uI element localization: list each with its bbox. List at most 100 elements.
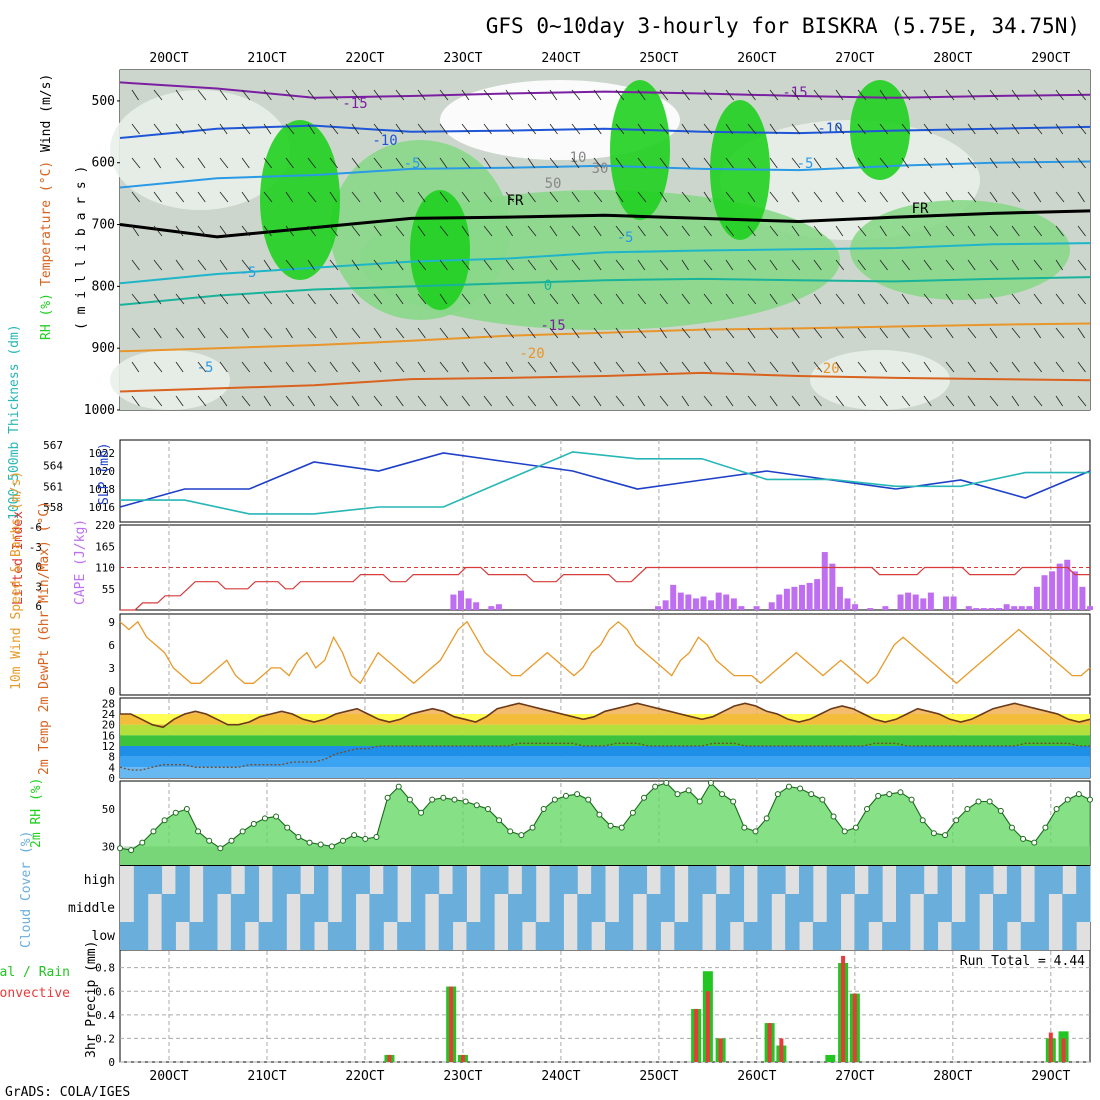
wind-barb bbox=[1055, 293, 1064, 305]
rh-point bbox=[741, 824, 748, 831]
wind-barb bbox=[1033, 293, 1042, 305]
wind-barb bbox=[395, 361, 405, 373]
x-tick-label-bottom: 25OCT bbox=[639, 1069, 678, 1084]
precip-conv-bar bbox=[1061, 1038, 1066, 1062]
wind-barb bbox=[835, 395, 845, 407]
wind-barb bbox=[285, 395, 295, 407]
rh-point bbox=[317, 841, 324, 848]
wind-speed-line bbox=[119, 620, 1091, 685]
cape-bar bbox=[791, 586, 798, 610]
wind-barb bbox=[373, 327, 382, 339]
wind-barb bbox=[285, 361, 294, 373]
wind-barb bbox=[703, 259, 713, 271]
wind-ylabel: 10m Wind Speed & Barbs (m/s) bbox=[9, 471, 24, 690]
wind-barb bbox=[307, 395, 316, 407]
wind-barb bbox=[439, 293, 448, 305]
wind-barb bbox=[659, 157, 668, 169]
precip-conv-bar bbox=[694, 1008, 699, 1062]
precip-run-total: Run Total = 4.44 bbox=[960, 954, 1085, 969]
wind-barb bbox=[879, 157, 889, 169]
wind-barb bbox=[945, 123, 955, 135]
wind-barb bbox=[527, 327, 536, 339]
rh-point bbox=[997, 807, 1004, 814]
rh-point bbox=[797, 785, 804, 792]
cape-bar bbox=[450, 594, 457, 610]
rh-point bbox=[395, 783, 402, 790]
cloud-cell bbox=[591, 866, 606, 894]
wind-barb bbox=[703, 327, 712, 339]
wind-barb bbox=[285, 89, 295, 101]
wind-barb bbox=[197, 327, 206, 339]
wind-barb bbox=[131, 191, 141, 203]
wind-barb bbox=[637, 259, 646, 271]
cloud-cell bbox=[951, 922, 966, 950]
wind-barb bbox=[373, 191, 382, 203]
cloud-cell bbox=[896, 922, 911, 950]
cloud-cell bbox=[452, 894, 467, 922]
slp-tick-label: 1020 bbox=[89, 465, 116, 478]
temp-tick-label: 24 bbox=[102, 708, 116, 721]
wind-barb bbox=[857, 293, 865, 305]
wind-barb bbox=[1011, 123, 1020, 135]
wind-barb bbox=[659, 123, 669, 135]
wind-barb bbox=[637, 123, 646, 135]
wind-barb bbox=[725, 395, 734, 407]
x-tick-label-bottom: 28OCT bbox=[933, 1069, 972, 1084]
rh-point bbox=[808, 791, 815, 798]
rh-point bbox=[864, 806, 871, 812]
cloud-cell bbox=[272, 922, 287, 950]
cape-bar bbox=[836, 586, 843, 610]
rh-point bbox=[930, 830, 937, 837]
cloud-cell bbox=[799, 894, 814, 922]
wind-barb bbox=[483, 89, 493, 101]
x-tick-label-top: 20OCT bbox=[149, 51, 188, 66]
rh-point bbox=[607, 822, 614, 829]
wind-barb bbox=[373, 89, 382, 101]
wind-barb bbox=[197, 191, 206, 203]
rh-area-11 bbox=[110, 350, 230, 410]
wind-barb bbox=[461, 191, 470, 203]
cloud-cell bbox=[577, 894, 592, 922]
wind-barb bbox=[835, 225, 844, 237]
wind-barb bbox=[131, 89, 139, 101]
cloud-cell bbox=[549, 922, 564, 950]
cloud-cell bbox=[494, 866, 509, 894]
wind-barb bbox=[769, 191, 779, 203]
cloud-cell bbox=[868, 894, 883, 922]
wind-barb bbox=[417, 191, 426, 203]
wind-barb bbox=[1077, 259, 1087, 271]
cloud-cell bbox=[674, 922, 689, 950]
cloud-cell bbox=[618, 922, 634, 950]
wind-barb bbox=[571, 89, 581, 101]
cloud-cell bbox=[161, 894, 176, 922]
rh-line bbox=[119, 782, 1091, 851]
temp-tick-label: 20 bbox=[102, 719, 115, 732]
cloud-cell bbox=[411, 922, 426, 950]
rh-point bbox=[551, 796, 558, 803]
wind-barb bbox=[153, 123, 163, 135]
wind-barb bbox=[175, 191, 185, 203]
wind-barb bbox=[439, 191, 449, 203]
cloud-cell bbox=[189, 922, 204, 950]
wind-barb bbox=[285, 259, 295, 271]
wind-barb bbox=[131, 361, 140, 373]
wind-barb bbox=[197, 225, 207, 237]
wind-barb bbox=[901, 89, 911, 101]
wind-barb bbox=[439, 395, 448, 407]
wind-barb bbox=[879, 327, 889, 339]
wind-barb bbox=[879, 293, 889, 305]
wind-barb bbox=[725, 89, 735, 101]
wind-barb bbox=[549, 395, 558, 407]
wind-barb bbox=[593, 123, 602, 135]
isotherm-5 bbox=[119, 276, 1091, 306]
upper-ylabel-part: RH (%) bbox=[39, 293, 54, 340]
temp-line bbox=[120, 702, 1091, 729]
temp-band bbox=[120, 746, 1090, 757]
wind-barb bbox=[1011, 259, 1020, 271]
rh-area-0 bbox=[110, 90, 290, 210]
cape-bar bbox=[662, 600, 669, 610]
panel-frame-wind bbox=[119, 613, 1091, 696]
rh-point bbox=[1075, 791, 1082, 798]
x-tick-label-bottom: 24OCT bbox=[541, 1069, 580, 1084]
cape-tick-label: 220 bbox=[95, 519, 115, 532]
